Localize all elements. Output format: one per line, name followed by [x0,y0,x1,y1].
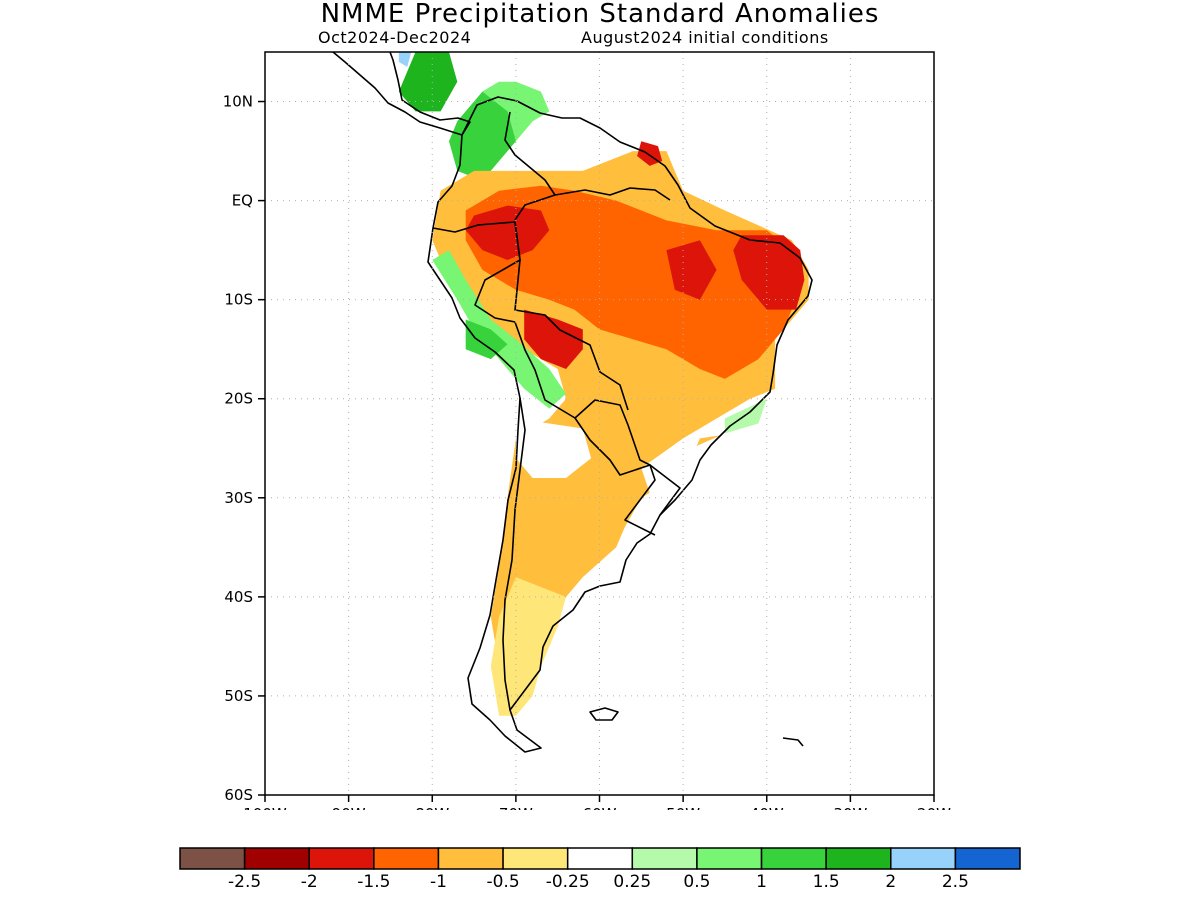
colorbar-label: -1 [430,872,447,892]
region-colombia-green [449,81,516,181]
region-chaco-white [515,418,592,478]
region-central-red [666,240,717,300]
south-georgia [782,737,804,747]
axis-ticks [258,100,935,802]
lon-tick-label: 90W [332,805,366,810]
colorbar-box [308,847,375,870]
border-brazil-uruguay [627,424,681,516]
colorbar-box [890,847,957,870]
falklands [589,707,619,721]
lon-tick-label: 60W [583,805,617,810]
region-northeast-red [733,235,805,310]
forecast-period: Oct2024-Dec2024 [318,28,472,47]
border-chile-argentina [502,397,526,711]
region-peru-green [465,319,508,360]
colorbar-label: -0.25 [546,872,590,892]
colorbar-labels: -2.5 -2 -1.5 -1 -0.5 -0.25 0.25 0.5 1 1.5 2 2.5 [228,872,969,892]
lon-tick-label: 50W [666,805,700,810]
lon-tick-label: 100W [243,805,287,810]
axis-tick-labels: 100W 90W 80W 70W 60W 50W 40W 30W 20W 10N EQ 10S 20S 3… [223,93,951,810]
lon-tick-label: 70W [499,805,533,810]
colorbar-label: -0.5 [486,872,519,892]
border-brazil-peru-bolivia [514,221,629,411]
colorbar-box [243,847,310,870]
south-america-coastline [427,96,813,753]
colorbar-label: -2 [301,872,318,892]
colorbar-box [373,847,440,870]
lat-tick-label: 10N [223,93,253,111]
colorbar-box [696,847,763,870]
border-bolivia-south [514,321,629,426]
lat-tick-label: EQ [232,192,253,210]
lon-tick-label: 40W [750,805,784,810]
map-title: NMME Precipitation Standard Anomalies [320,0,880,29]
colorbar-box [179,847,246,870]
coastline-outlines [332,52,813,753]
region-bolivia-red [524,309,583,369]
colorbar-box [437,847,504,870]
colorbar-box [631,847,698,870]
region-central-america-blue [398,52,412,67]
lat-tick-label: 40S [224,588,253,606]
lat-tick-label: 50S [224,687,253,705]
colorbar-box [566,847,634,870]
colorbar-box [760,847,827,870]
colorbar-label: 2 [885,872,896,892]
colorbar-label: -1.5 [357,872,390,892]
lat-tick-label: 20S [224,390,253,408]
lat-tick-label: 30S [224,489,253,507]
border-colombia-venezuela [504,111,556,221]
border-venezuela-brazil [554,187,671,201]
region-southeast-lightgreen [724,398,767,434]
initial-conditions: August2024 initial conditions [581,28,829,47]
colorbar-box [825,847,892,870]
colorbar-label: -2.5 [228,872,261,892]
colorbar-boxes [179,847,1021,870]
colorbar-label: 2.5 [942,872,969,892]
anomaly-map: 100W 90W 80W 70W 60W 50W 40W 30W 20W 10N EQ 10S 20S 3… [223,51,951,810]
colorbar-box [954,847,1021,870]
colorbar-label: 1.5 [813,872,840,892]
region-central-america-green [398,52,458,112]
colorbar-label: 0.25 [613,872,651,892]
lon-tick-label: 20W [917,805,951,810]
region-amazon-red-west [465,205,550,260]
central-america-coastline [332,52,471,136]
colorbar-label: 0.5 [683,872,710,892]
region-peru-lightgreen [432,250,566,409]
lon-tick-label: 30W [833,805,867,810]
lon-tick-label: 80W [415,805,449,810]
colorbar-label: 1 [756,872,767,892]
lat-tick-label: 60S [224,786,253,804]
region-patagonia-yellow [490,577,566,716]
anomaly-regions [398,52,809,716]
lat-tick-label: 10S [224,291,253,309]
region-amazon-orange [465,185,801,379]
colorbar-box [502,847,569,870]
